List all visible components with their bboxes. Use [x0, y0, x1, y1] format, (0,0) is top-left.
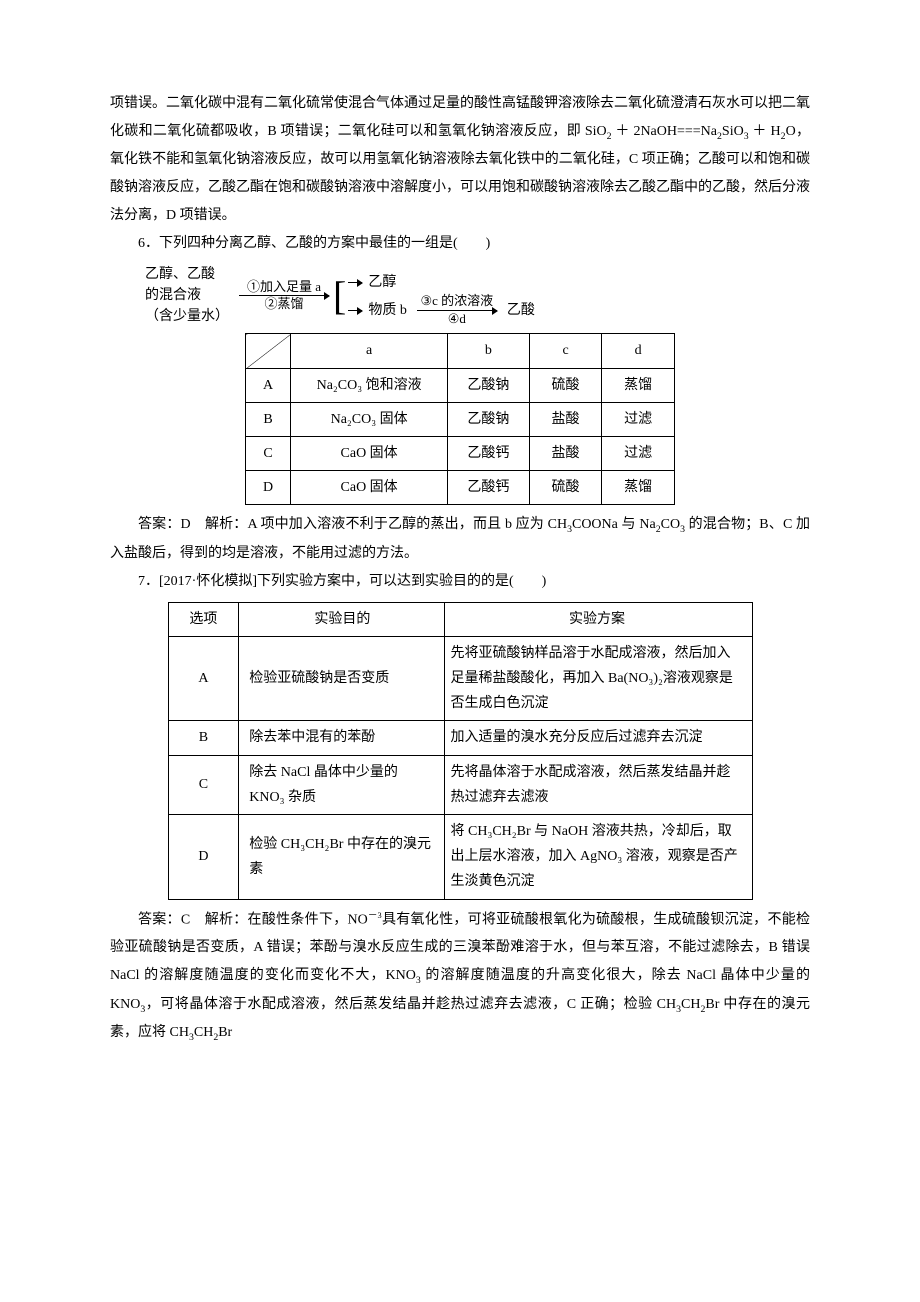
- flow-end: 乙酸: [507, 300, 535, 321]
- table-cell: Na₂CO₃ 饱和溶液: [291, 368, 448, 402]
- table-row: B 除去苯中混有的苯酚 加入适量的溴水充分反应后过滤弃去沉淀: [168, 721, 752, 755]
- table-row: C 除去 NaCl 晶体中少量的 KNO₃ 杂质 先将晶体溶于水配成溶液，然后蒸…: [168, 755, 752, 814]
- table-cell: A: [168, 636, 239, 721]
- text: ＋ 2NaOH===Na: [612, 124, 717, 139]
- table-cell: 乙酸钠: [448, 368, 530, 402]
- text: CH: [194, 1025, 213, 1040]
- table-header: b: [448, 334, 530, 368]
- table-cell: 蒸馏: [602, 471, 675, 505]
- table-header: 选项: [168, 602, 239, 636]
- table-row: 选项 实验目的 实验方案: [168, 602, 752, 636]
- table-cell: 盐酸: [529, 402, 602, 436]
- table-cell: A: [246, 368, 291, 402]
- table-row: A 检验亚硫酸钠是否变质 先将亚硫酸钠样品溶于水配成溶液，然后加入足量稀盐酸酸化…: [168, 636, 752, 721]
- table-cell: 检验 CH₃CH₂Br 中存在的溴元素: [239, 815, 444, 900]
- explanation-5: 项错误。二氧化碳中混有二氧化硫常使混合气体通过足量的酸性高锰酸钾溶液除去二氧化硫…: [110, 90, 810, 230]
- table-cell: 先将晶体溶于水配成溶液，然后蒸发结晶并趁热过滤弃去滤液: [444, 755, 752, 814]
- table-cell: D: [168, 815, 239, 900]
- table-cell: 蒸馏: [602, 368, 675, 402]
- flow-step-2a: ③c 的浓溶液: [420, 293, 493, 310]
- arrow-icon: [417, 310, 497, 311]
- table-cell: CaO 固体: [291, 471, 448, 505]
- flow-step-1a: ①加入足量 a: [247, 279, 321, 296]
- table-cell: 乙酸钙: [448, 471, 530, 505]
- table-cell: 乙酸钠: [448, 402, 530, 436]
- table-cell: 过滤: [602, 402, 675, 436]
- text: Br: [218, 1025, 232, 1040]
- flow-step-2: ③c 的浓溶液 ④d: [417, 293, 497, 328]
- flow-step-1b: ②蒸馏: [264, 296, 303, 313]
- text: CO: [661, 517, 680, 532]
- table-cell: Na₂CO₃ 固体: [291, 402, 448, 436]
- table-cell: B: [168, 721, 239, 755]
- table-cell: 先将亚硫酸钠样品溶于水配成溶液，然后加入足量稀盐酸酸化，再加入 Ba(NO₃)₂…: [444, 636, 752, 721]
- answer-6: 答案：D 解析：A 项中加入溶液不利于乙醇的蒸出，而且 b 应为 CH3COON…: [110, 511, 810, 567]
- flow-branch-1: 乙醇: [368, 272, 396, 293]
- text: CH: [681, 997, 700, 1012]
- table-row: D 检验 CH₃CH₂Br 中存在的溴元素 将 CH₃CH₂Br 与 NaOH …: [168, 815, 752, 900]
- flow-branch-2: 物质 b: [368, 300, 407, 321]
- text: ，可将晶体溶于水配成溶液，然后蒸发结晶并趁热过滤弃去滤液，C 正确；检验 CH: [145, 997, 676, 1012]
- flow-diagram-q6: 乙醇、乙酸 的混合液 （含少量水） ①加入足量 a ②蒸馏 [ 乙醇 物质 b …: [145, 264, 810, 327]
- brace-icon: [: [333, 274, 346, 318]
- text: COONa 与 Na: [572, 517, 656, 532]
- text: 答案：D 解析：A 项中加入溶液不利于乙醇的蒸出，而且 b 应为 CH: [138, 517, 567, 532]
- table-cell: D: [246, 471, 291, 505]
- table-cell: 硫酸: [529, 471, 602, 505]
- question-6: 6．下列四种分离乙醇、乙酸的方案中最佳的一组是( ): [110, 230, 810, 258]
- table-cell: 检验亚硫酸钠是否变质: [239, 636, 444, 721]
- sup: －3: [368, 910, 382, 921]
- flow-step-1: ①加入足量 a ②蒸馏: [239, 279, 329, 314]
- text: ＋ H: [749, 124, 781, 139]
- table-q6: a b c d A Na₂CO₃ 饱和溶液 乙酸钠 硫酸 蒸馏 B Na₂CO₃…: [245, 333, 675, 505]
- table-header: d: [602, 334, 675, 368]
- arrow-icon: [348, 310, 362, 311]
- flow-start-line1: 乙醇、乙酸: [145, 264, 215, 285]
- table-cell: CaO 固体: [291, 436, 448, 470]
- table-cell: 除去 NaCl 晶体中少量的 KNO₃ 杂质: [239, 755, 444, 814]
- text: SiO: [722, 124, 744, 139]
- answer-7: 答案：C 解析：在酸性条件下，NO－3具有氧化性，可将亚硫酸根氧化为硫酸根，生成…: [110, 906, 810, 1048]
- arrow-icon: [239, 295, 329, 296]
- table-cell: C: [168, 755, 239, 814]
- table-header-blank: [246, 334, 291, 368]
- table-cell: 硫酸: [529, 368, 602, 402]
- flow-start-line2: 的混合液: [145, 285, 201, 306]
- flow-start-line3: （含少量水）: [145, 306, 229, 327]
- table-header: 实验方案: [444, 602, 752, 636]
- table-header: 实验目的: [239, 602, 444, 636]
- table-cell: 加入适量的溴水充分反应后过滤弃去沉淀: [444, 721, 752, 755]
- table-row: C CaO 固体 乙酸钙 盐酸 过滤: [246, 436, 675, 470]
- flow-step-2b: ④d: [448, 311, 466, 328]
- table-cell: 盐酸: [529, 436, 602, 470]
- flow-branches: 乙醇 物质 b ③c 的浓溶液 ④d 乙酸: [348, 272, 535, 320]
- table-cell: 将 CH₃CH₂Br 与 NaOH 溶液共热，冷却后，取出上层水溶液，加入 Ag…: [444, 815, 752, 900]
- table-row: B Na₂CO₃ 固体 乙酸钠 盐酸 过滤: [246, 402, 675, 436]
- table-header: c: [529, 334, 602, 368]
- question-7: 7．[2017·怀化模拟]下列实验方案中，可以达到实验目的的是( ): [110, 568, 810, 596]
- table-q7: 选项 实验目的 实验方案 A 检验亚硫酸钠是否变质 先将亚硫酸钠样品溶于水配成溶…: [168, 602, 753, 900]
- table-row: a b c d: [246, 334, 675, 368]
- arrow-icon: [348, 282, 362, 283]
- table-header: a: [291, 334, 448, 368]
- table-cell: B: [246, 402, 291, 436]
- flow-start: 乙醇、乙酸 的混合液 （含少量水）: [145, 264, 229, 327]
- table-row: A Na₂CO₃ 饱和溶液 乙酸钠 硫酸 蒸馏: [246, 368, 675, 402]
- table-cell: 除去苯中混有的苯酚: [239, 721, 444, 755]
- text: 答案：C 解析：在酸性条件下，NO: [138, 912, 368, 927]
- table-cell: 乙酸钙: [448, 436, 530, 470]
- table-row: D CaO 固体 乙酸钙 硫酸 蒸馏: [246, 471, 675, 505]
- table-cell: 过滤: [602, 436, 675, 470]
- table-cell: C: [246, 436, 291, 470]
